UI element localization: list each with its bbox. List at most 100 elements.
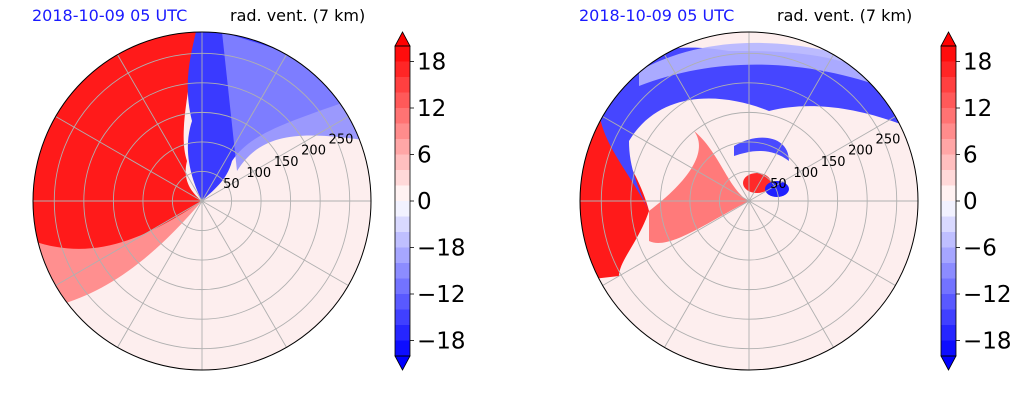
panel2-colorbar-segment [941, 61, 956, 78]
panel2-colorbar-segment [941, 216, 956, 233]
panel2-colorbar-segment [941, 77, 956, 93]
panel1-colorbar-segment [395, 232, 410, 248]
panel2-colorbar-tick-label: 18 [963, 50, 992, 76]
panel2-colorbar-segment [941, 309, 956, 326]
panel2-colorbar-tick-label: −12 [963, 282, 1012, 308]
panel2-couplet-positive [743, 173, 771, 193]
panel1-range-label: 100 [246, 166, 271, 181]
panel2-range-label: 200 [848, 144, 873, 159]
panel1-colorbar: 18 12 6 0 −18 −12 −18 [394, 31, 466, 371]
panel1-negative-fringe [222, 32, 371, 171]
panel1-colorbar-segment [395, 340, 410, 357]
panel1-colorbar-max-arrow [394, 31, 411, 47]
panel2-colorbar-segment [941, 185, 956, 202]
panel1-range-label: 150 [274, 155, 299, 170]
panel2-range-label: 100 [793, 166, 818, 181]
panel1-colorbar-tick-label: −18 [417, 236, 466, 262]
panel2-colorbar-segment [941, 263, 956, 279]
panel1-range-label: 250 [329, 133, 354, 148]
panel1-spoke [201, 200, 287, 348]
panel1-colorbar-segment [395, 46, 410, 62]
panel1-colorbar-segment [395, 185, 410, 202]
panel1-spoke [117, 54, 203, 202]
panel2-spoke [664, 54, 750, 202]
panel2-negative-region [599, 47, 918, 211]
panel2-spoke [602, 200, 750, 286]
panel1-colorbar-segment [395, 139, 410, 155]
panel2-colorbar-segment [941, 294, 956, 310]
panel2-positive-region [580, 91, 649, 281]
panel1-spoke [201, 54, 287, 202]
panel2-range-label: 150 [821, 155, 846, 170]
panel2-colorbar-segment [941, 278, 956, 295]
panel1-spoke [55, 116, 203, 202]
panel2-spoke [748, 200, 834, 348]
panel2-colorbar-tick-label: −6 [963, 236, 997, 262]
panel1-colorbar-segment [395, 123, 410, 140]
panel1-colorbar-segment [395, 247, 410, 264]
panel2-time-title: 2018-10-09 05 UTC [579, 6, 735, 25]
panel2-spoke [748, 200, 896, 286]
panel2-colorbar-max-arrow [940, 31, 957, 47]
panel1-spoke [55, 200, 203, 286]
panel2-colorbar-segment [941, 139, 956, 155]
panel2-colorbar-segment [941, 123, 956, 140]
panel2-colorbar-segment [941, 340, 956, 357]
panel1-colorbar-segment [395, 278, 410, 295]
panel1-colorbar-tick-label: −18 [417, 329, 466, 355]
panel2-colorbar-segment [941, 108, 956, 124]
panel2-spoke [748, 54, 834, 202]
panel1-range-label: 50 [223, 177, 240, 192]
panel2-range-label: 50 [770, 177, 787, 192]
panel2-variable-title: rad. vent. (7 km) [777, 6, 913, 25]
panel1-colorbar-segment [395, 92, 410, 109]
panel1-colorbar-segment [395, 325, 410, 341]
panel2-colorbar-tick-label: 6 [963, 143, 978, 169]
panel1-positive-fringe [33, 201, 202, 311]
panel1-colorbar-segment [395, 263, 410, 279]
panel2-border [579, 31, 919, 371]
panel2-inner-negative [734, 137, 789, 161]
panel1-colorbar-segment [395, 108, 410, 124]
panel2-colorbar-segment [941, 201, 956, 217]
panel2-colorbar-segment [941, 92, 956, 109]
panel1-colorbar-segment [395, 154, 410, 171]
panel1-colorbar-segment [395, 170, 410, 186]
panel2-colorbar-segment [941, 46, 956, 62]
panel2-positive-fringe [649, 131, 749, 243]
panel2-colorbar-segment [941, 232, 956, 248]
panel1-colorbar-tick-label: 0 [417, 189, 432, 215]
panel2-colorbar-tick-label: 0 [963, 189, 978, 215]
panel1-colorbar-min-arrow [394, 355, 411, 371]
panel1-colorbar-tick-label: −12 [417, 282, 466, 308]
panel2-couplet-negative [765, 181, 789, 197]
panel2-spoke [664, 200, 750, 348]
panel2-colorbar: 18 12 6 0 −6 −12 −18 [940, 31, 1012, 371]
panel1-colorbar-tick-label: 12 [417, 96, 446, 122]
panel1-spoke [201, 200, 349, 286]
panel2-colorbar-tick-label: 12 [963, 96, 992, 122]
panel1-colorbar-segment [395, 294, 410, 310]
panel1-time-title: 2018-10-09 05 UTC [32, 6, 188, 25]
panel1-spoke [201, 116, 349, 202]
panel1-colorbar-segment [395, 61, 410, 78]
panel1-colorbar-segment [395, 201, 410, 217]
panel1-colorbar-tick-label: 18 [417, 50, 446, 76]
panel2-colorbar-segment [941, 154, 956, 171]
panel1-border [32, 31, 372, 371]
panel1-colorbar-segment [395, 216, 410, 233]
panel2-colorbar-segment [941, 247, 956, 264]
panel1-range-label: 200 [301, 144, 326, 159]
panel2-range-label: 250 [876, 133, 901, 148]
panel2-spoke [602, 116, 750, 202]
panel1-colorbar-segment [395, 77, 410, 93]
panel2-colorbar-segment [941, 325, 956, 341]
panel2-spoke [748, 116, 896, 202]
panel2-colorbar-tick-label: −18 [963, 329, 1012, 355]
panel1-spoke [117, 200, 203, 348]
panel2-colorbar-segment [941, 170, 956, 186]
